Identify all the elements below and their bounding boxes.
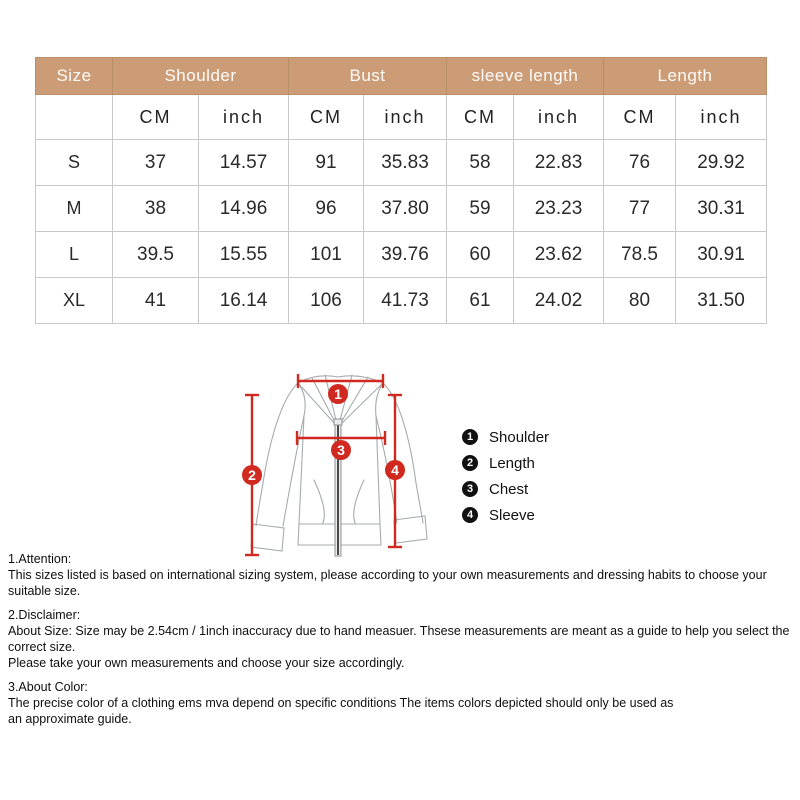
legend-bullet-icon: 2 (462, 455, 478, 471)
unit-cell: CM (288, 94, 364, 140)
table-cell: 14.96 (198, 185, 289, 232)
legend-label: Sleeve (489, 506, 535, 524)
table-cell: 41.73 (363, 277, 447, 324)
measure-lines: 1 2 3 4 (242, 374, 405, 557)
note-line: The precise color of a clothing ems mva … (8, 696, 674, 710)
note-section-about-color: 3.About Color: The precise color of a cl… (8, 679, 796, 727)
unit-cell: inch (675, 94, 767, 140)
measure-line-chest: 3 (295, 431, 387, 460)
table-cell: 38 (112, 185, 199, 232)
unit-cell (35, 94, 113, 140)
legend-label: Shoulder (489, 428, 550, 446)
table-cell: 30.31 (675, 185, 767, 232)
table-cell: 14.57 (198, 139, 289, 186)
note-section-disclaimer: 2.Disclaimer: About Size: Size may be 2.… (8, 607, 796, 671)
size-chart-table: Size Shoulder Bust sleeve length Length … (35, 57, 767, 324)
table-cell: 61 (446, 277, 514, 324)
unit-cell: inch (198, 94, 289, 140)
measure-line-sleeve: 4 (385, 393, 405, 549)
note-line: Please take your own measurements and ch… (8, 656, 405, 670)
table-cell: 24.02 (513, 277, 604, 324)
table-cell: 58 (446, 139, 514, 186)
table-cell: 39.5 (112, 231, 199, 278)
legend-label: Length (489, 454, 535, 472)
header-bust: Bust (288, 57, 447, 95)
table-cell: 106 (288, 277, 364, 324)
table-row: L 39.5 15.55 101 39.76 60 23.62 78.5 30.… (35, 231, 767, 278)
table-row: M 38 14.96 96 37.80 59 23.23 77 30.31 (35, 185, 767, 232)
legend-item-shoulder: 1 Shoulder (462, 424, 549, 450)
table-cell: 76 (603, 139, 676, 186)
table-cell: 60 (446, 231, 514, 278)
table-cell: 30.91 (675, 231, 767, 278)
table-header-row: Size Shoulder Bust sleeve length Length (35, 57, 767, 95)
legend-item-length: 2 Length (462, 450, 549, 476)
table-cell: 80 (603, 277, 676, 324)
table-row: XL 41 16.14 106 41.73 61 24.02 80 31.50 (35, 277, 767, 324)
legend-bullet-icon: 3 (462, 481, 478, 497)
table-cell: 23.62 (513, 231, 604, 278)
garment-measure-diagram: 1 2 3 4 (228, 368, 448, 568)
table-row-label: M (35, 185, 113, 232)
legend-item-sleeve: 4 Sleeve (462, 502, 549, 528)
table-cell: 15.55 (198, 231, 289, 278)
table-cell: 91 (288, 139, 364, 186)
table-cell: 41 (112, 277, 199, 324)
table-row-label: XL (35, 277, 113, 324)
table-row-label: S (35, 139, 113, 186)
table-cell: 59 (446, 185, 514, 232)
table-cell: 78.5 (603, 231, 676, 278)
header-length: Length (603, 57, 767, 95)
unit-cell: CM (112, 94, 199, 140)
measure-line-length: 2 (242, 393, 262, 557)
zipper (333, 418, 343, 557)
marker-3: 3 (337, 442, 345, 458)
measure-legend: 1 Shoulder 2 Length 3 Chest 4 Sleeve (462, 424, 549, 528)
legend-bullet-icon: 1 (462, 429, 478, 445)
table-cell: 31.50 (675, 277, 767, 324)
table-cell: 77 (603, 185, 676, 232)
note-line: This sizes listed is based on internatio… (8, 568, 767, 598)
unit-cell: inch (513, 94, 604, 140)
note-line: an approximate guide. (8, 712, 132, 726)
note-title: 2.Disclaimer: (8, 608, 81, 622)
unit-cell: CM (446, 94, 514, 140)
table-cell: 96 (288, 185, 364, 232)
header-shoulder: Shoulder (112, 57, 289, 95)
notes: 1.Attention: This sizes listed is based … (8, 551, 796, 735)
legend-label: Chest (489, 480, 529, 498)
table-cell: 23.23 (513, 185, 604, 232)
note-title: 1.Attention: (8, 552, 72, 566)
table-cell: 39.76 (363, 231, 447, 278)
header-sleeve-length: sleeve length (446, 57, 604, 95)
table-cell: 16.14 (198, 277, 289, 324)
measure-line-shoulder: 1 (296, 374, 385, 404)
table-cell: 37.80 (363, 185, 447, 232)
table-cell: 29.92 (675, 139, 767, 186)
marker-4: 4 (391, 462, 399, 478)
table-row: S 37 14.57 91 35.83 58 22.83 76 29.92 (35, 139, 767, 186)
note-title: 3.About Color: (8, 680, 88, 694)
legend-bullet-icon: 4 (462, 507, 478, 523)
unit-cell: inch (363, 94, 447, 140)
note-section-attention: 1.Attention: This sizes listed is based … (8, 551, 796, 599)
table-cell: 101 (288, 231, 364, 278)
legend-item-chest: 3 Chest (462, 476, 549, 502)
table-cell: 37 (112, 139, 199, 186)
table-row-label: L (35, 231, 113, 278)
note-line: About Size: Size may be 2.54cm / 1inch i… (8, 624, 790, 654)
marker-2: 2 (248, 467, 256, 483)
table-cell: 35.83 (363, 139, 447, 186)
marker-1: 1 (334, 386, 342, 402)
unit-cell: CM (603, 94, 676, 140)
hoodie-sketch-svg: 1 2 3 4 (242, 374, 428, 557)
header-size: Size (35, 57, 113, 95)
table-unit-row: CM inch CM inch CM inch CM inch (35, 94, 767, 140)
table-cell: 22.83 (513, 139, 604, 186)
